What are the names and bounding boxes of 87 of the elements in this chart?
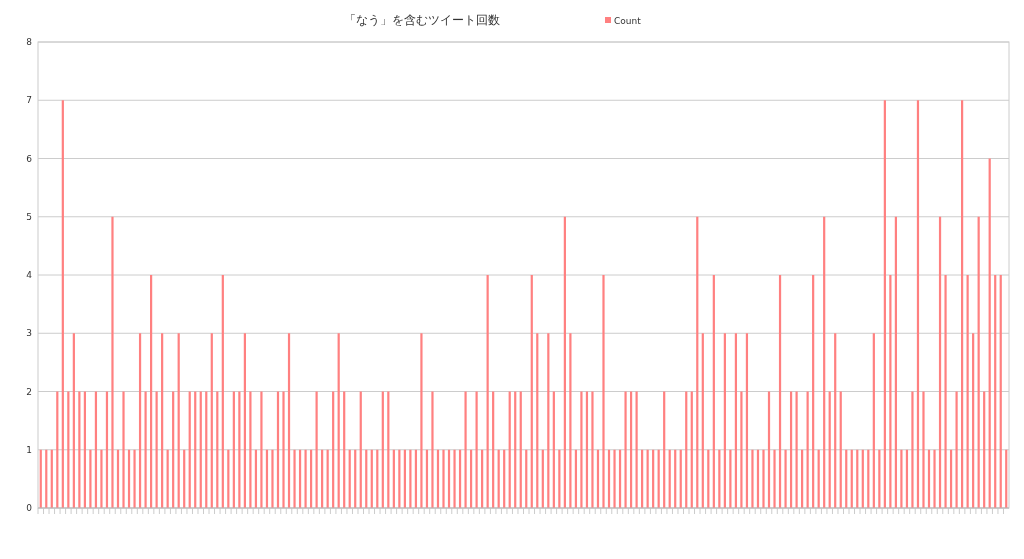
- y-tick-label: 2: [26, 386, 32, 397]
- bar: [900, 449, 903, 508]
- bar: [287, 333, 291, 508]
- bar: [955, 391, 958, 508]
- bar: [734, 333, 738, 508]
- y-tick-label: 3: [26, 328, 32, 339]
- bar: [431, 391, 434, 508]
- bar: [723, 333, 726, 508]
- bar: [883, 100, 886, 508]
- bar: [778, 275, 782, 508]
- bar: [210, 333, 213, 508]
- bar: [221, 275, 224, 508]
- y-tick-label: 0: [26, 503, 33, 514]
- bar: [712, 275, 715, 508]
- bar: [138, 333, 142, 508]
- bar: [812, 275, 815, 508]
- bar: [872, 333, 875, 508]
- bar: [894, 216, 897, 508]
- bar: [823, 216, 826, 508]
- bar: [999, 275, 1002, 508]
- bar: [271, 449, 274, 508]
- bar: [150, 275, 153, 508]
- bar: [100, 449, 103, 508]
- bar: [591, 391, 594, 508]
- bar: [420, 333, 423, 508]
- bar: [111, 216, 114, 508]
- bar: [635, 391, 638, 508]
- bar: [161, 333, 164, 508]
- y-tick-label: 4: [26, 270, 33, 281]
- bar: [61, 100, 64, 508]
- chart-title: 「なう」を含むツイート回数: [344, 13, 500, 27]
- bar: [988, 158, 991, 508]
- bar: [72, 333, 75, 508]
- bar: [144, 391, 147, 508]
- bar: [972, 333, 975, 508]
- bar: [961, 100, 964, 508]
- bar: [486, 275, 489, 508]
- bar: [922, 391, 925, 508]
- bar: [453, 449, 456, 508]
- bar: [409, 449, 412, 508]
- y-tick-label: 5: [26, 211, 32, 222]
- bar: [745, 333, 749, 508]
- bar: [304, 449, 307, 508]
- y-tick-label: 6: [26, 153, 33, 164]
- bar: [122, 391, 125, 508]
- bar: [933, 449, 936, 508]
- bar: [260, 391, 263, 508]
- bar: [834, 333, 837, 508]
- bar: [613, 449, 616, 508]
- bar: [624, 391, 627, 508]
- bar: [569, 333, 572, 508]
- bar: [89, 449, 92, 508]
- bar: [536, 333, 539, 508]
- y-tick-label: 1: [26, 444, 32, 455]
- bar: [784, 449, 787, 508]
- bar: [966, 275, 969, 508]
- bar: [464, 391, 467, 508]
- bar: [773, 449, 776, 508]
- bar: [916, 100, 920, 508]
- bar: [911, 391, 914, 508]
- bar: [177, 333, 180, 508]
- bar: [762, 449, 765, 508]
- bar: [944, 275, 947, 508]
- legend-label: Count: [614, 15, 642, 26]
- bar: [293, 449, 296, 508]
- bar: [889, 275, 892, 508]
- bar: [701, 333, 704, 508]
- bar: [249, 391, 252, 508]
- bar: [994, 275, 997, 508]
- bar: [751, 449, 754, 508]
- bar: [795, 391, 798, 508]
- bar: [243, 333, 246, 508]
- bar: [938, 216, 942, 508]
- bar: [530, 275, 533, 508]
- bar: [977, 216, 980, 508]
- bar: [580, 391, 583, 508]
- bar: [563, 216, 566, 508]
- bar: [133, 449, 136, 508]
- y-tick-label: 7: [26, 95, 32, 106]
- bar: [696, 216, 699, 508]
- bar: [282, 391, 285, 508]
- bar: [740, 391, 743, 508]
- bar: [442, 449, 445, 508]
- bar: [602, 275, 605, 508]
- bar: [547, 333, 550, 508]
- y-tick-label: 8: [26, 37, 33, 48]
- bar: [337, 333, 340, 508]
